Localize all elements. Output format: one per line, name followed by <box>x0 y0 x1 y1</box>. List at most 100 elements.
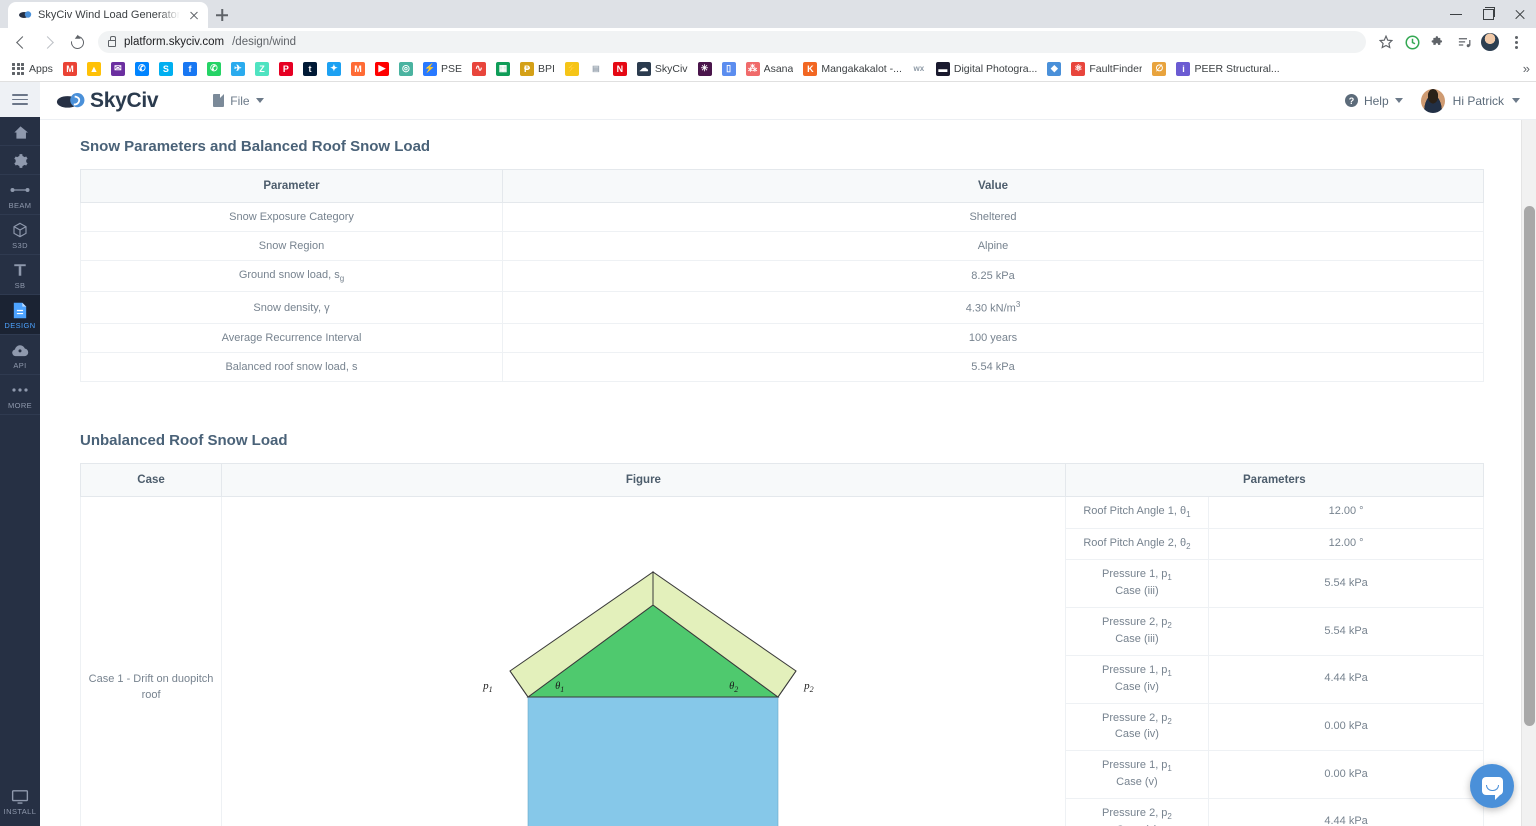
puzzle-extension-icon[interactable] <box>1426 30 1450 54</box>
browser-tab[interactable]: SkyCiv Wind Load Generator <box>8 2 208 28</box>
wix-icon: wx <box>913 64 925 73</box>
skyciv-logo[interactable]: SkyCiv <box>56 89 159 113</box>
bookmark-item[interactable]: ⚡ <box>560 58 584 80</box>
file-menu[interactable]: File <box>213 94 264 108</box>
monitor-icon <box>11 787 29 805</box>
bookmark-item[interactable]: ▶ <box>370 58 394 80</box>
skype-icon: S <box>158 61 173 76</box>
bookmark-item[interactable]: f <box>178 58 202 80</box>
parameters-table: Roof Pitch Angle 1, θ1 12.00 ° Roof Pitch … <box>1065 496 1483 826</box>
sidebar-item-design[interactable]: DESIGN <box>0 295 40 335</box>
intercom-chat-button[interactable] <box>1470 764 1514 808</box>
bookmark-item[interactable]: ∅ <box>1147 58 1171 80</box>
bookmark-item[interactable]: ⁂ Asana <box>741 58 799 80</box>
bookmark-item[interactable]: i PEER Structural... <box>1171 58 1284 80</box>
label-p1: p1 <box>483 679 493 695</box>
sidebar-item-beam[interactable]: BEAM <box>0 175 40 215</box>
browser-menu-icon[interactable] <box>1504 30 1528 54</box>
bookmark-item[interactable]: ₱ BPI <box>515 58 560 80</box>
bookmark-item[interactable]: ✆ <box>130 58 154 80</box>
document-icon <box>213 94 225 107</box>
bookmark-item[interactable]: ▬ Digital Photogra... <box>931 58 1042 80</box>
sidebar-toggle-button[interactable] <box>0 82 40 117</box>
slack-icon: ✳ <box>697 61 712 76</box>
header-value: Value <box>502 169 1484 203</box>
bookmark-item[interactable]: ▯ <box>717 58 741 80</box>
app-header: SkyCiv File ? Help Hi Patrick <box>40 82 1536 120</box>
bookmark-item[interactable]: ✳ <box>693 58 717 80</box>
media-list-icon[interactable] <box>1452 30 1476 54</box>
bookmark-item[interactable]: P <box>274 58 298 80</box>
bookmark-item[interactable]: ☁ SkyCiv <box>632 58 693 80</box>
profile-avatar[interactable] <box>1478 30 1502 54</box>
bookmark-item[interactable]: ▲ <box>82 58 106 80</box>
minimize-button[interactable] <box>1440 0 1472 28</box>
bookmarks-overflow-icon[interactable]: » <box>1522 61 1530 76</box>
apps-grid-icon <box>11 62 25 76</box>
snow-parameters-table: Parameter Value Snow Exposure Category Sh… <box>80 169 1484 382</box>
reload-button[interactable] <box>64 29 90 55</box>
help-menu[interactable]: ? Help <box>1344 94 1403 108</box>
sidebar-item-s3d[interactable]: S3D <box>0 215 40 255</box>
unbalanced-roof-title: Unbalanced Roof Snow Load <box>80 431 288 449</box>
bookmark-item[interactable]: wx <box>907 58 931 80</box>
address-bar[interactable]: platform.skyciv.com/design/wind <box>98 31 1366 53</box>
bookmark-item[interactable]: ✦ <box>322 58 346 80</box>
inner-scrollbar-thumb[interactable] <box>1524 206 1535 726</box>
bookmark-item[interactable]: K Mangakakalot -... <box>798 58 907 80</box>
bookmark-item[interactable]: ✉ <box>106 58 130 80</box>
sidebar-item-settings[interactable] <box>0 146 40 175</box>
sidebar-item-api[interactable]: API <box>0 335 40 375</box>
back-button[interactable] <box>8 29 34 55</box>
bookmark-item[interactable]: t <box>298 58 322 80</box>
bookmark-item[interactable]: ∿ <box>467 58 491 80</box>
bookmark-item[interactable]: S <box>154 58 178 80</box>
parameter-key: Pressure 1, p1 Case (iv) <box>1065 655 1210 704</box>
apps-shortcut[interactable]: Apps <box>6 58 58 80</box>
bookmark-item[interactable]: ◎ <box>394 58 418 80</box>
bookmark-item[interactable]: M <box>346 58 370 80</box>
bookmark-item[interactable]: ⚛ FaultFinder <box>1066 58 1147 80</box>
inner-scrollbar-track[interactable] <box>1521 120 1536 826</box>
browser-toolbar: platform.skyciv.com/design/wind <box>0 28 1536 56</box>
bookmark-label: PSE <box>440 62 462 75</box>
telegram-icon: ✈ <box>230 61 245 76</box>
activity-icon: ∿ <box>471 61 486 76</box>
sidebar-item-install[interactable]: INSTALL <box>0 781 40 826</box>
sidebar-item-sb[interactable]: SB <box>0 255 40 295</box>
header-parameter: Parameter <box>80 169 503 203</box>
close-window-button[interactable] <box>1504 0 1536 28</box>
case-label: Case 1 - Drift on duopitch roof <box>79 495 223 826</box>
extension-green-icon[interactable] <box>1400 30 1424 54</box>
table-row: Pressure 1, p1 Case (iv) 4.44 kPa <box>1065 655 1483 704</box>
bookmark-item[interactable]: M <box>58 58 82 80</box>
user-menu[interactable]: Hi Patrick <box>1420 88 1520 113</box>
bookmark-item[interactable]: N <box>608 58 632 80</box>
sidebar-item-more[interactable]: MORE <box>0 375 40 415</box>
sidebar-item-home[interactable] <box>0 117 40 146</box>
bookmark-star-icon[interactable] <box>1374 30 1398 54</box>
bookmark-item[interactable]: ⚡ PSE <box>418 58 467 80</box>
maximize-button[interactable] <box>1472 0 1504 28</box>
bookmark-item[interactable]: ✈ <box>226 58 250 80</box>
bookmark-label: SkyCiv <box>654 62 688 75</box>
table-row: Snow Exposure Category Sheltered <box>80 202 1484 232</box>
diamond-icon: ◆ <box>1047 61 1062 76</box>
skyciv-favicon-icon <box>18 8 32 22</box>
bookmark-item[interactable]: Z <box>250 58 274 80</box>
parameter-value: 0.00 kPa <box>1208 750 1483 799</box>
bookmark-item[interactable]: ◆ <box>1042 58 1066 80</box>
table-row: Roof Pitch Angle 1, θ1 12.00 ° <box>1065 496 1483 529</box>
forward-button[interactable] <box>36 29 62 55</box>
bookmark-item[interactable]: ▤ <box>584 58 608 80</box>
tab-close-icon[interactable] <box>186 7 202 23</box>
url-host: platform.skyciv.com <box>124 36 225 48</box>
mail-icon: ✉ <box>110 61 125 76</box>
new-tab-button[interactable] <box>208 2 236 28</box>
parameter-value: 12.00 ° <box>1208 496 1483 529</box>
parameter-value: 12.00 ° <box>1208 528 1483 561</box>
bookmark-item[interactable]: ✆ <box>202 58 226 80</box>
sidebar-label-s3d: S3D <box>12 241 28 250</box>
bookmark-item[interactable]: ▦ <box>491 58 515 80</box>
